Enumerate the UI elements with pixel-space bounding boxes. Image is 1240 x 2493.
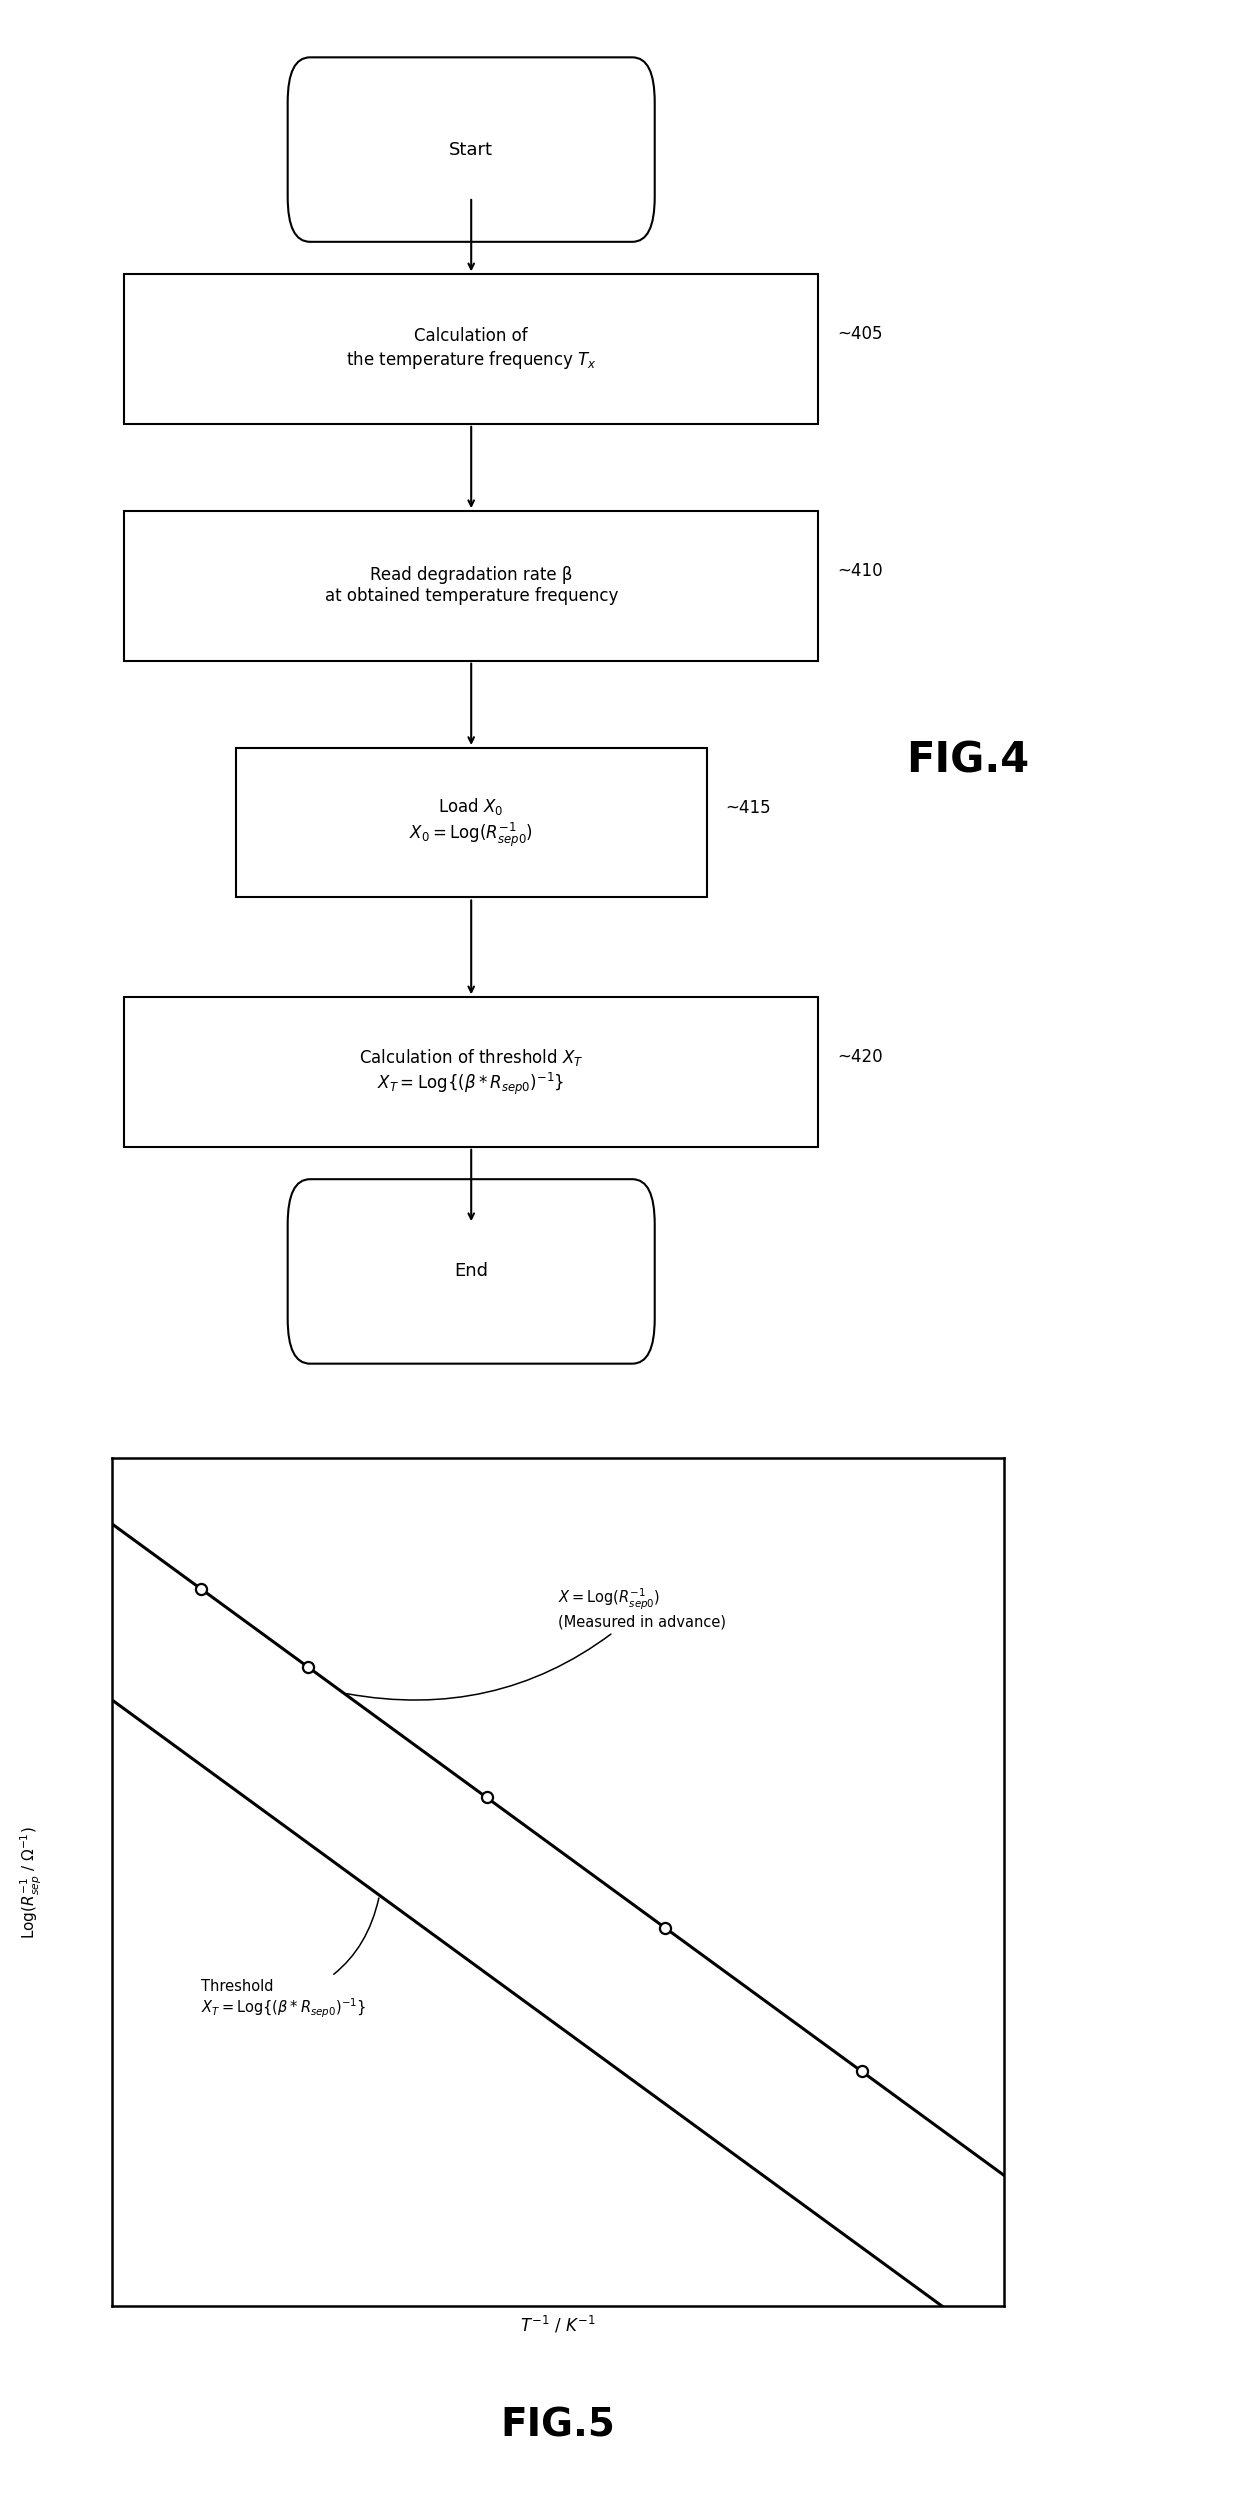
FancyBboxPatch shape <box>288 57 655 242</box>
Text: Calculation of
the temperature frequency $T_x$: Calculation of the temperature frequency… <box>346 327 596 371</box>
X-axis label: $T^{-1}$ / $K^{-1}$: $T^{-1}$ / $K^{-1}$ <box>521 2314 595 2336</box>
Text: $\mathrm{Log}(R_{sep}^{-1}$ / $\Omega^{-1})$: $\mathrm{Log}(R_{sep}^{-1}$ / $\Omega^{-… <box>19 1825 43 1940</box>
Text: FIG.4: FIG.4 <box>905 740 1029 780</box>
Text: FIG.5: FIG.5 <box>501 2406 615 2446</box>
Text: ~415: ~415 <box>725 798 771 818</box>
FancyBboxPatch shape <box>288 1179 655 1364</box>
FancyBboxPatch shape <box>124 274 818 424</box>
Text: Calculation of threshold $X_T$
$X_T = \mathrm{Log}\{(\beta*R_{sep0})^{-1}\}$: Calculation of threshold $X_T$ $X_T = \m… <box>358 1047 584 1097</box>
FancyBboxPatch shape <box>124 511 818 661</box>
Text: End: End <box>454 1261 489 1281</box>
Text: ~420: ~420 <box>837 1047 883 1067</box>
Text: ~405: ~405 <box>837 324 883 344</box>
Text: Threshold
$X_T = \mathrm{Log}\{(\beta*R_{sep0})^{-1}\}$: Threshold $X_T = \mathrm{Log}\{(\beta*R_… <box>201 1897 379 2019</box>
Text: Read degradation rate β
at obtained temperature frequency: Read degradation rate β at obtained temp… <box>325 566 618 606</box>
Text: Load $X_0$
$X_0 = \mathrm{Log}(R_{sep0}^{-1})$: Load $X_0$ $X_0 = \mathrm{Log}(R_{sep0}^… <box>409 795 533 850</box>
Text: $X = \mathrm{Log}(R_{sep0}^{-1})$
(Measured in advance): $X = \mathrm{Log}(R_{sep0}^{-1})$ (Measu… <box>346 1588 725 1700</box>
Text: Start: Start <box>449 140 494 160</box>
FancyBboxPatch shape <box>236 748 707 897</box>
Text: ~410: ~410 <box>837 561 883 581</box>
FancyBboxPatch shape <box>124 997 818 1147</box>
